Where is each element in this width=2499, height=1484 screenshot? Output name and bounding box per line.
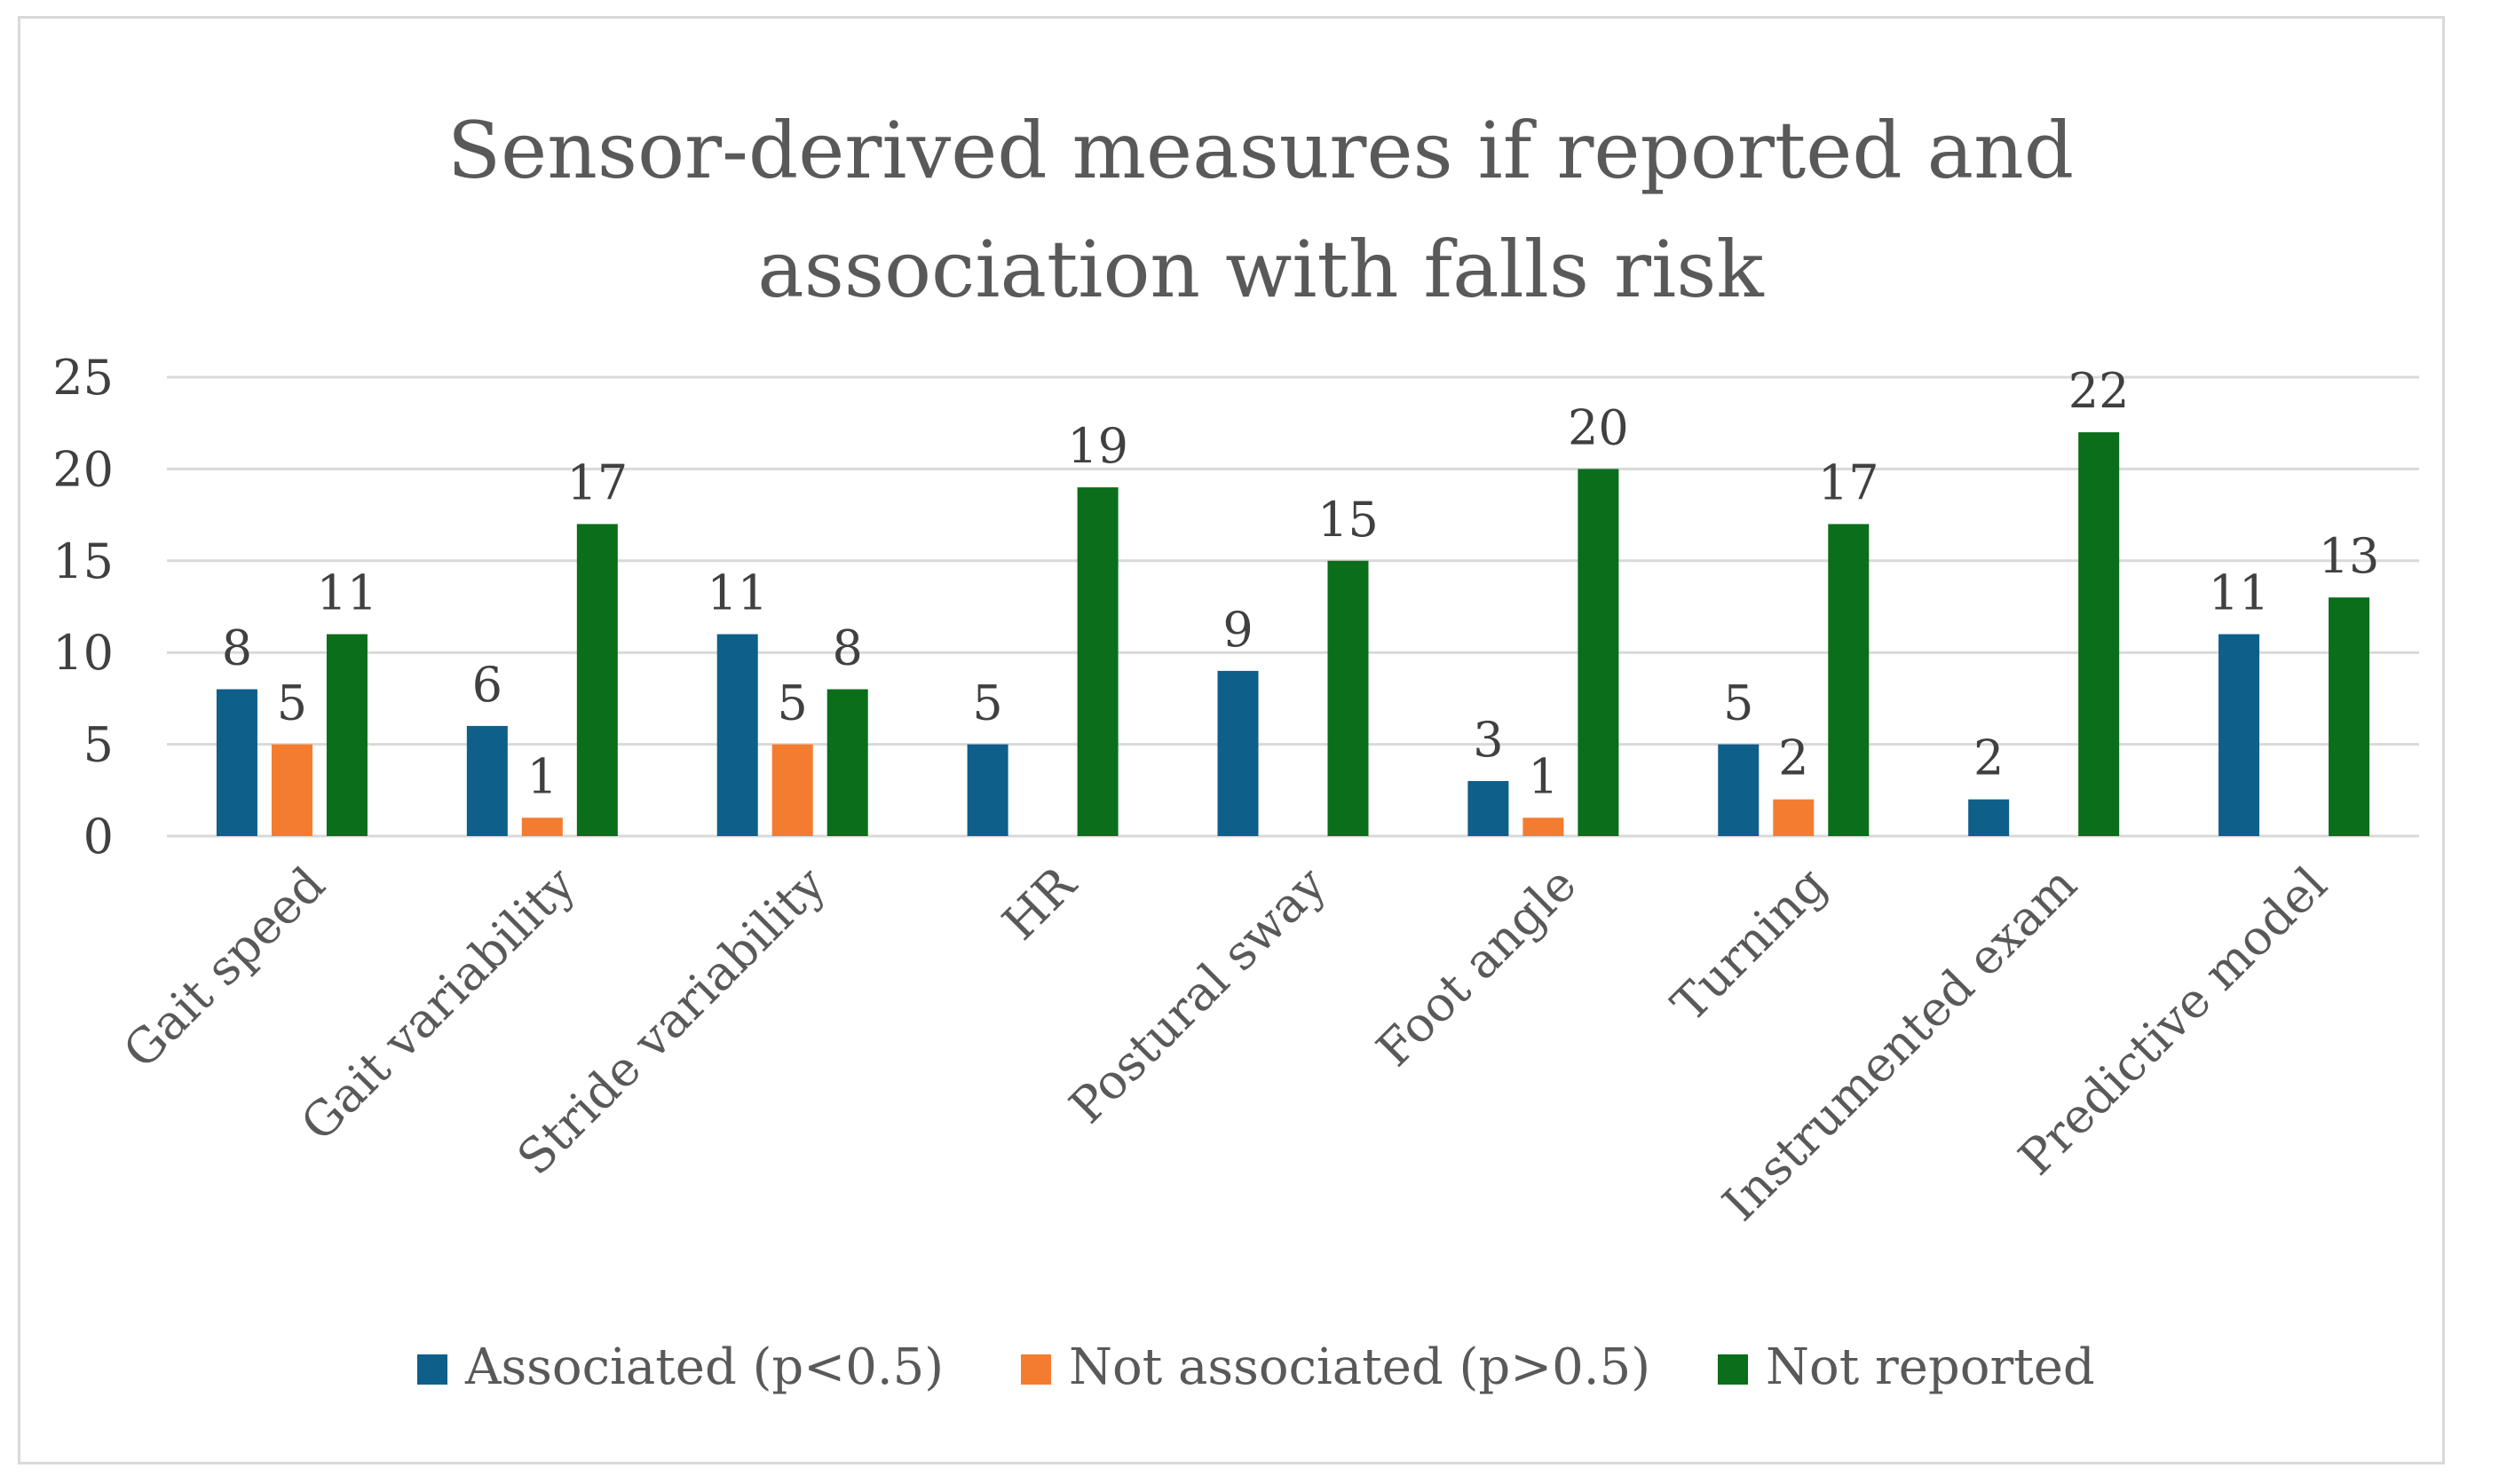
data-label: 22 bbox=[2068, 363, 2130, 419]
legend-item-3: Not reported bbox=[1718, 1338, 2095, 1396]
legend-swatch bbox=[417, 1354, 447, 1385]
data-label: 8 bbox=[222, 620, 252, 676]
data-label: 5 bbox=[277, 675, 307, 731]
data-label: 5 bbox=[1723, 675, 1753, 731]
bar-hr-series-1 bbox=[967, 744, 1008, 836]
legend-item-2: Not associated (p>0.5) bbox=[1021, 1338, 1650, 1396]
data-label: 3 bbox=[1473, 712, 1503, 768]
y-tick-label: 15 bbox=[52, 533, 114, 589]
bar-foot-angle-series-2 bbox=[1522, 817, 1564, 836]
legend-item-1: Associated (p<0.5) bbox=[417, 1338, 944, 1396]
bar-instrumented-exam-series-1 bbox=[1968, 799, 2010, 836]
bar-turning-series-3 bbox=[1828, 524, 1870, 836]
bar-postural-sway-series-3 bbox=[1327, 560, 1369, 836]
data-label: 2 bbox=[1778, 730, 1808, 786]
x-category-label: Postural sway bbox=[1058, 856, 1337, 1134]
data-label: 17 bbox=[1818, 454, 1879, 510]
bars bbox=[216, 432, 2370, 836]
bar-predictive-model-series-3 bbox=[2329, 597, 2370, 836]
bar-gait-speed-series-2 bbox=[271, 744, 312, 836]
bar-postural-sway-series-1 bbox=[1217, 670, 1259, 836]
data-label: 2 bbox=[1973, 730, 2004, 786]
data-label: 17 bbox=[566, 454, 628, 510]
bar-turning-series-1 bbox=[1718, 744, 1760, 836]
legend-label: Not reported bbox=[1766, 1338, 2095, 1396]
data-label: 6 bbox=[472, 657, 502, 713]
bar-foot-angle-series-1 bbox=[1467, 780, 1509, 836]
bar-turning-series-2 bbox=[1773, 799, 1815, 836]
data-label: 11 bbox=[2209, 565, 2270, 621]
data-label: 11 bbox=[707, 565, 768, 621]
legend-swatch bbox=[1718, 1354, 1748, 1385]
y-tick-label: 10 bbox=[52, 625, 114, 681]
bar-hr-series-3 bbox=[1077, 487, 1119, 836]
chart-title-line-1: Sensor-derived measures if reported and bbox=[447, 105, 2074, 196]
x-category-label: Gait speed bbox=[113, 856, 336, 1079]
data-label: 11 bbox=[317, 565, 378, 621]
bar-gait-variability-series-2 bbox=[521, 817, 563, 836]
legend-label: Not associated (p>0.5) bbox=[1069, 1338, 1650, 1396]
legend: Associated (p<0.5) Not associated (p>0.5)… bbox=[417, 1338, 2095, 1396]
data-label: 20 bbox=[1568, 399, 1629, 455]
legend-swatch bbox=[1021, 1354, 1051, 1385]
bar-gait-variability-series-1 bbox=[466, 725, 508, 836]
data-label: 9 bbox=[1222, 602, 1253, 658]
bar-gait-variability-series-3 bbox=[576, 524, 618, 836]
y-tick-label: 0 bbox=[83, 809, 114, 864]
y-tick-label: 25 bbox=[52, 350, 114, 406]
bar-stride-variability-series-3 bbox=[826, 689, 868, 836]
data-label: 8 bbox=[833, 620, 863, 676]
data-label: 1 bbox=[1528, 748, 1558, 804]
data-label: 5 bbox=[778, 675, 808, 731]
y-axis-ticks: 0 5 10 15 20 25 bbox=[52, 350, 114, 864]
legend-label: Associated (p<0.5) bbox=[464, 1338, 944, 1396]
y-tick-label: 5 bbox=[83, 717, 114, 773]
data-label: 1 bbox=[527, 748, 558, 804]
data-label: 13 bbox=[2319, 528, 2380, 584]
data-label: 19 bbox=[1067, 418, 1128, 474]
bar-gait-speed-series-3 bbox=[326, 634, 368, 836]
y-tick-label: 20 bbox=[52, 441, 114, 497]
bar-predictive-model-series-1 bbox=[2218, 634, 2260, 836]
x-category-label: HR bbox=[992, 856, 1087, 951]
x-category-label: Gait variability bbox=[290, 856, 586, 1151]
x-category-label: Turning bbox=[1661, 856, 1838, 1033]
chart-title-line-2: association with falls risk bbox=[757, 224, 1764, 315]
x-category-label: Foot angle bbox=[1366, 856, 1587, 1077]
data-label: 15 bbox=[1317, 492, 1379, 548]
bar-gait-speed-series-1 bbox=[216, 689, 257, 836]
bar-stride-variability-series-2 bbox=[771, 744, 813, 836]
bar-stride-variability-series-1 bbox=[716, 634, 758, 836]
bar-foot-angle-series-3 bbox=[1578, 469, 1619, 836]
bar-instrumented-exam-series-3 bbox=[2078, 432, 2120, 836]
data-label: 5 bbox=[972, 675, 1002, 731]
